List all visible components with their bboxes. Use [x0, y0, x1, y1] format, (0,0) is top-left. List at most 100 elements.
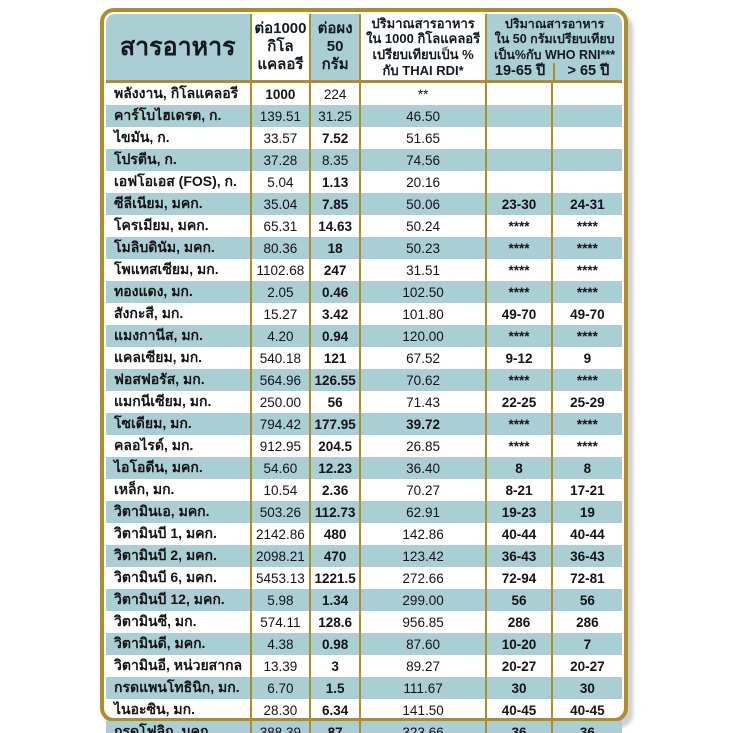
nutrient-label: วิตามินดี, มคก. — [106, 633, 252, 656]
value-cell: 250.00 — [252, 391, 312, 414]
nutrient-label: โครเมียม, มคก. — [106, 215, 252, 238]
value-cell: 286 — [487, 611, 553, 634]
value-cell: 6.70 — [251, 677, 312, 700]
value-cell — [487, 171, 553, 194]
value-cell: 19 — [552, 501, 622, 524]
value-cell: 36.40 — [360, 457, 488, 480]
header-thai-rdi-percent: ปริมาณสารอาหาร ใน 1000 กิโลแคลอรี เปรียบ… — [361, 14, 488, 81]
value-cell: 6.34 — [311, 699, 361, 722]
value-cell — [487, 83, 553, 106]
value-cell: 1.13 — [311, 171, 361, 194]
value-cell: 126.55 — [311, 369, 361, 392]
value-cell: **** — [576, 218, 598, 234]
value-cell: 139.51 — [251, 105, 312, 128]
value-cell: 46.50 — [360, 105, 488, 128]
value-cell — [553, 171, 622, 193]
value-cell: 89.27 — [361, 655, 488, 678]
value-cell: 67.52 — [361, 347, 488, 370]
value-cell: 3 — [311, 655, 361, 678]
value-cell: 120.00 — [360, 325, 488, 348]
table-row: สังกะสี, มก. 15.27 3.42 101.80 49-70 49-70 — [106, 303, 622, 326]
value-cell: 8.35 — [311, 149, 361, 172]
value-cell: 272.66 — [361, 567, 488, 590]
value-cell: **** — [576, 262, 598, 278]
value-cell: 286 — [576, 614, 599, 630]
header-per-1000-kcal: ต่อ1000 กิโลแคลอรี — [252, 14, 312, 81]
nutrient-label: วิตามินอี, หน่วยสากล — [106, 655, 252, 678]
value-cell: 25-29 — [570, 394, 605, 410]
value-cell: 31.25 — [311, 105, 361, 128]
value-cell: 70.27 — [361, 479, 488, 502]
value-cell: 39.72 — [360, 413, 488, 436]
table-row: แมกนีเซียม, มก. 250.00 56 71.43 22-25 25-29 — [106, 391, 622, 414]
nutrient-label: คลอไรด์, มก. — [106, 435, 252, 458]
value-cell: 4.38 — [251, 633, 312, 656]
table-row: โพแทสเซียม, มก. 1102.68 247 31.51 **** **** — [106, 259, 622, 282]
value-cell — [553, 83, 622, 105]
nutrient-label: ฟอสฟอรัส, มก. — [106, 369, 252, 392]
table-row: วิตามินเอ, มคก. 503.26 112.73 62.91 19-23 19 — [106, 501, 622, 524]
value-cell: **** — [487, 215, 553, 238]
header-who-rni-title: ปริมาณสารอาหาร ใน 50 กรัมเปรียบเทียบ เป็… — [494, 17, 616, 62]
value-cell: 574.11 — [252, 611, 312, 634]
header-per-50g-powder: ต่อผง 50 กรัม — [311, 14, 361, 81]
value-cell: 74.56 — [360, 149, 488, 172]
value-cell: 2.05 — [251, 281, 312, 304]
table-row: โซเดียม, มก. 794.42 177.95 39.72 **** **** — [106, 413, 622, 436]
table-header: สารอาหาร ต่อ1000 กิโลแคลอรี ต่อผง 50 กรั… — [106, 14, 622, 84]
header-age-over-65: > 65 ปี — [567, 62, 610, 79]
value-cell: 10-20 — [487, 633, 553, 656]
nutrient-label: ไอโอดีน, มคก. — [106, 457, 252, 480]
value-cell: 49-70 — [487, 303, 553, 326]
value-cell — [552, 149, 622, 172]
value-cell: 1221.5 — [311, 567, 361, 590]
value-cell: 54.60 — [251, 457, 312, 480]
table-row: ไขมัน, ก. 33.57 7.52 51.65 — [106, 127, 622, 150]
value-cell: 7.52 — [311, 127, 361, 150]
table-row: พลังงาน, กิโลแคลอรี 1000 224 ** — [106, 83, 622, 106]
header-nutrient: สารอาหาร — [106, 14, 252, 81]
value-cell: **** — [487, 435, 553, 458]
value-cell: 5.98 — [251, 589, 312, 612]
table-row: วิตามินดี, มคก. 4.38 0.98 87.60 10-20 7 — [106, 633, 622, 656]
value-cell: 7 — [552, 633, 622, 656]
nutrient-label: สังกะสี, มก. — [106, 303, 252, 326]
value-cell: 142.86 — [361, 523, 488, 546]
value-cell: 30 — [487, 677, 553, 700]
value-cell — [553, 127, 622, 149]
value-cell: 80.36 — [251, 237, 312, 260]
nutrient-label: โมลิบดินัม, มคก. — [106, 237, 252, 260]
header-who-rni-subrow: 19-65 ปี > 65 ปี — [487, 62, 622, 81]
value-cell: 204.5 — [311, 435, 361, 458]
value-cell: 50.23 — [360, 237, 488, 260]
table-row: วิตามินบี 6, มคก. 5453.13 1221.5 272.66 72-9… — [106, 567, 622, 590]
header-age-19-65: 19-65 ปี — [494, 62, 546, 79]
value-cell: 40-45 — [487, 699, 553, 722]
nutrient-label: แคลเซียม, มก. — [106, 347, 252, 370]
value-cell: 56 — [552, 589, 622, 612]
nutrient-label: กรดแพนโทธินิก, มก. — [106, 677, 252, 700]
value-cell: 794.42 — [251, 413, 312, 436]
value-cell: 540.18 — [252, 347, 312, 370]
value-cell: 121 — [311, 347, 361, 370]
nutrient-label: เอฟโอเอส (FOS), ก. — [106, 171, 252, 194]
value-cell: 9 — [583, 350, 592, 366]
value-cell: 101.80 — [361, 303, 488, 326]
value-cell: 4.20 — [251, 325, 312, 348]
value-cell: **** — [552, 237, 622, 260]
value-cell: 62.91 — [360, 501, 488, 524]
value-cell: 30 — [552, 677, 622, 700]
table-row: โปรตีน, ก. 37.28 8.35 74.56 — [106, 149, 622, 172]
value-cell: 17-21 — [570, 482, 605, 498]
nutrient-label: โพแทสเซียม, มก. — [106, 259, 252, 282]
value-cell: **** — [487, 325, 553, 348]
table-row: ไนอะซิน, มก. 28.30 6.34 141.50 40-45 40-45 — [106, 699, 622, 722]
header-subcolumn-divider — [552, 62, 555, 81]
value-cell: 10.54 — [252, 479, 312, 502]
table-row: วิตามินอี, หน่วยสากล 13.39 3 89.27 20-27 20-2… — [106, 655, 622, 678]
value-cell: **** — [487, 259, 553, 282]
value-cell: 19-23 — [487, 501, 553, 524]
value-cell: **** — [487, 413, 553, 436]
value-cell: 18 — [311, 237, 361, 260]
value-cell: 20-27 — [570, 658, 605, 674]
